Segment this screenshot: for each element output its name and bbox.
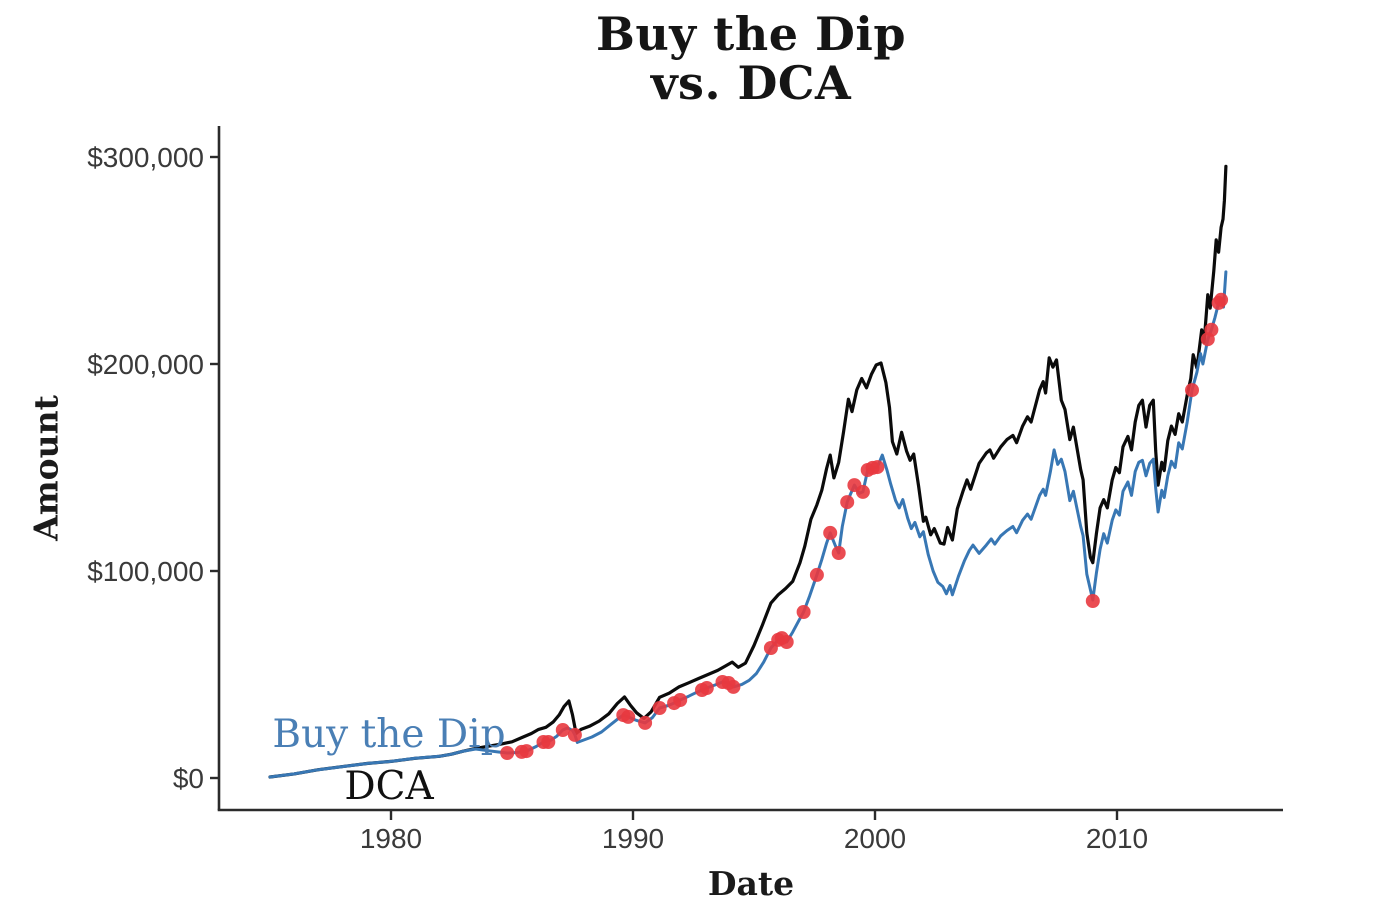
buy-the-dip-series-label: Buy the Dip bbox=[272, 712, 506, 757]
buy-dip-point bbox=[1204, 322, 1219, 337]
buy-dip-point bbox=[1185, 383, 1199, 398]
x-tick-label: 1980 bbox=[360, 823, 422, 854]
x-tick-label: 1990 bbox=[602, 823, 664, 854]
buy-dip-point bbox=[840, 495, 855, 510]
chart-title: Buy the Dip vs. DCA bbox=[219, 10, 1283, 108]
buy-dip-point bbox=[699, 681, 714, 695]
buy-dip-point bbox=[726, 679, 741, 694]
buy-dip-point bbox=[831, 546, 846, 560]
buy-dip-point bbox=[796, 605, 811, 619]
buy-dip-point bbox=[1085, 594, 1100, 608]
y-axis-title-text: Amount bbox=[26, 395, 66, 541]
buy-dip-point bbox=[555, 723, 570, 737]
x-tick-label: 2010 bbox=[1086, 823, 1148, 854]
y-tick-label: $200,000 bbox=[87, 349, 204, 380]
buy-dip-point bbox=[500, 746, 515, 760]
buy-dip-point bbox=[541, 735, 556, 749]
buy-dip-point bbox=[779, 635, 794, 649]
buy-dip-point bbox=[855, 484, 870, 499]
y-tick-label: $100,000 bbox=[87, 556, 204, 587]
buy-dip-point bbox=[567, 727, 582, 742]
buy-dip-point bbox=[870, 460, 885, 475]
buy-dip-point bbox=[1214, 292, 1229, 307]
buy-dip-point bbox=[638, 715, 653, 730]
dca-series-label: DCA bbox=[344, 764, 434, 809]
dca-series-line bbox=[268, 164, 1228, 779]
buy-dip-point bbox=[809, 567, 824, 582]
y-tick-label: $300,000 bbox=[87, 142, 204, 173]
buy-dip-point bbox=[823, 525, 838, 540]
chart-title-line-1: Buy the Dip bbox=[595, 7, 907, 61]
chart-title-line-2: vs. DCA bbox=[650, 56, 852, 110]
buy-dip-point bbox=[621, 709, 636, 724]
buy-dip-point bbox=[652, 701, 667, 715]
buy-the-dip-series-line bbox=[268, 270, 1228, 779]
buy-dip-point bbox=[519, 744, 534, 759]
y-tick-label: $0 bbox=[173, 763, 204, 794]
x-tick-label: 2000 bbox=[844, 823, 906, 854]
buy-dip-point bbox=[673, 693, 688, 707]
x-axis-title: Date bbox=[707, 864, 795, 903]
